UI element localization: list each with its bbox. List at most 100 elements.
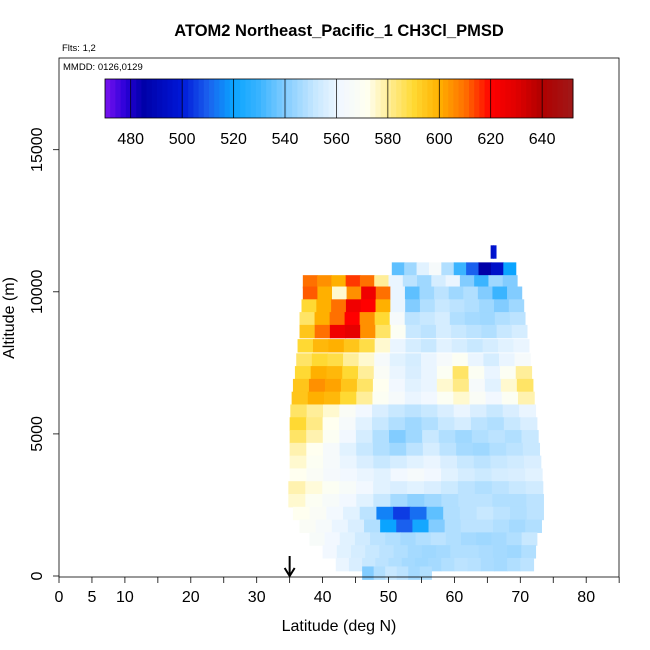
heatmap-cell xyxy=(340,378,358,393)
heatmap-cell xyxy=(372,442,391,457)
colorbar-segment xyxy=(328,79,335,118)
heatmap-cell xyxy=(407,493,425,508)
heatmap-cell xyxy=(302,286,319,300)
heatmap-cell xyxy=(343,506,361,521)
colorbar-segment xyxy=(417,79,423,118)
heatmap-cell xyxy=(440,481,459,495)
heatmap-cell xyxy=(483,353,500,367)
heatmap-cell xyxy=(389,430,407,444)
heatmap-cell xyxy=(407,545,423,559)
heatmap-cell xyxy=(509,493,527,508)
heatmap-cell xyxy=(355,430,374,444)
colorbar-segment xyxy=(240,79,246,118)
heatmap-cell xyxy=(322,442,341,457)
heatmap-cell xyxy=(508,481,527,495)
colorbar-tick-label: 540 xyxy=(272,131,299,148)
heatmap-cell xyxy=(509,506,528,521)
heatmap-cell xyxy=(420,391,438,406)
heatmap-cell xyxy=(289,430,307,444)
heatmap-cell xyxy=(405,366,422,380)
heatmap-cell xyxy=(452,353,469,367)
heatmap-cell xyxy=(396,519,413,533)
heatmap-cell xyxy=(356,481,374,495)
heatmap-cell xyxy=(421,545,437,559)
heatmap-cell xyxy=(502,404,520,418)
colorbar-segment xyxy=(255,79,262,118)
x-axis-tick-label: 10 xyxy=(116,589,134,606)
x-axis-tick-label: 30 xyxy=(248,589,266,606)
heatmap-cell xyxy=(467,353,484,367)
colorbar-segment xyxy=(266,79,272,118)
heatmap-cell xyxy=(467,339,484,353)
heatmap-cell xyxy=(329,324,346,339)
colorbar-segment xyxy=(385,79,392,118)
x-axis-tick-label: 20 xyxy=(182,589,200,606)
heatmap-cell xyxy=(412,519,430,533)
heatmap-cell xyxy=(498,339,515,353)
colorbar-segment xyxy=(406,79,413,118)
colorbar-segment xyxy=(235,79,241,118)
heatmap-cell xyxy=(460,532,477,546)
heatmap-cell xyxy=(306,455,324,470)
heatmap-cell xyxy=(466,324,483,339)
heatmap-cell xyxy=(452,378,470,393)
heatmap-cell xyxy=(457,455,475,470)
heatmap-cell xyxy=(469,391,487,406)
heatmap-cell xyxy=(388,275,404,289)
heatmap-cell xyxy=(525,468,543,482)
heatmap-cell xyxy=(404,378,422,393)
heatmap-cell xyxy=(322,430,340,444)
heatmap-cell xyxy=(474,481,493,495)
heatmap-cell xyxy=(421,417,439,431)
heatmap-cell xyxy=(314,324,331,339)
heatmap-cell xyxy=(451,324,467,339)
heatmap-cell xyxy=(480,557,495,572)
heatmap-cell xyxy=(464,312,481,326)
heatmap-cell xyxy=(422,442,441,457)
heatmap-cell xyxy=(355,404,373,418)
heatmap-cell xyxy=(434,286,450,300)
colorbar: 480 500 520 540 560 580 600 620 640 xyxy=(104,78,574,148)
colorbar-tick-label: 600 xyxy=(426,131,453,148)
heatmap-cell xyxy=(358,353,375,367)
heatmap-cell xyxy=(476,532,492,546)
heatmap-cell xyxy=(322,481,340,495)
colorbar-tick-label: 640 xyxy=(529,131,556,148)
heatmap-cell xyxy=(491,532,508,546)
heatmap-cell xyxy=(507,545,522,559)
colorbar-segment xyxy=(359,79,366,118)
colorbar-segment xyxy=(323,79,330,118)
heatmap-cell xyxy=(499,366,517,380)
heatmap-cell xyxy=(468,366,485,380)
heatmap-cell xyxy=(389,312,406,326)
colorbar-segment xyxy=(110,79,116,118)
colorbar-segment xyxy=(245,79,252,118)
heatmap-cell xyxy=(311,353,329,367)
heatmap-cell xyxy=(409,506,428,521)
heatmap-cell xyxy=(344,312,361,326)
heatmap-cell xyxy=(322,417,340,431)
heatmap-cell xyxy=(491,468,509,482)
colorbar-segment xyxy=(526,79,532,118)
colorbar-segment xyxy=(344,79,350,118)
heatmap-cell xyxy=(419,286,435,300)
heatmap-cell xyxy=(419,299,436,313)
heatmap-cell xyxy=(289,468,308,482)
heatmap-cell xyxy=(301,299,317,313)
heatmap-cell xyxy=(308,378,326,393)
heatmap-cell xyxy=(479,299,495,313)
heatmap-cell xyxy=(323,455,341,470)
heatmap-cell xyxy=(360,299,377,313)
heatmap-cell xyxy=(459,506,478,521)
heatmap-cell xyxy=(521,545,537,559)
colorbar-tick-label: 580 xyxy=(375,131,402,148)
heatmap-cell xyxy=(445,275,461,289)
heatmap-cell xyxy=(472,442,491,457)
colorbar-segment xyxy=(380,79,387,118)
latitude-marker-arrow xyxy=(283,556,296,578)
colorbar-segment xyxy=(183,79,189,118)
heatmap-cell xyxy=(345,324,361,339)
heatmap-cell xyxy=(390,324,407,339)
heatmap-cell xyxy=(391,262,405,276)
